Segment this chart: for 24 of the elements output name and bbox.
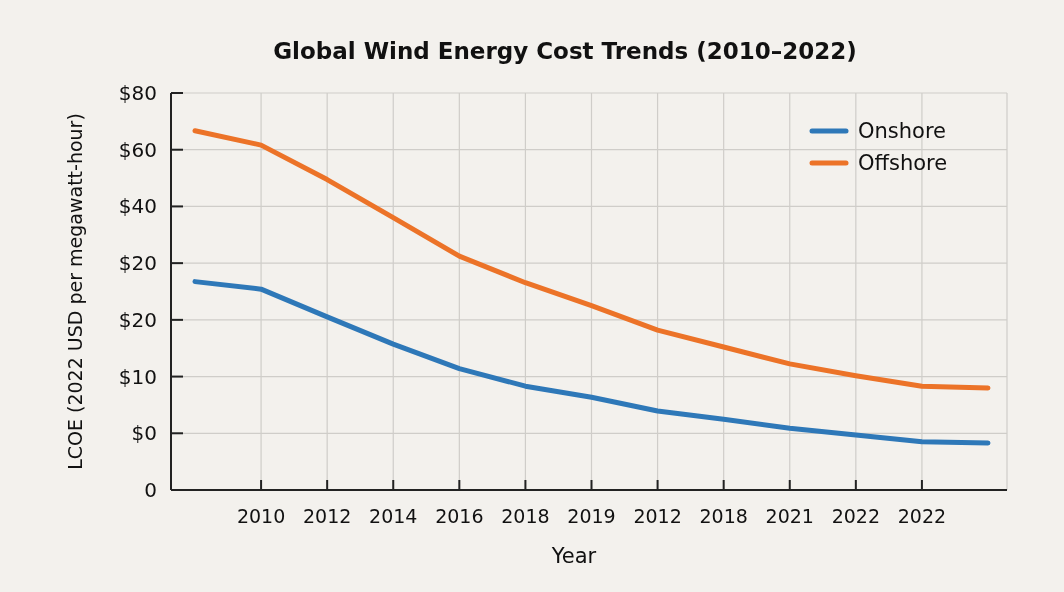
legend-label: Onshore [858,119,947,144]
x-tick-label: 2022 [831,505,881,527]
x-tick-label: 2016 [435,505,484,527]
text: 0 [144,478,157,502]
x-axis-title: Year [550,544,597,568]
text: $10 [118,364,157,389]
x-tick-label: 2018 [699,505,748,527]
x-tick-label: 2012 [302,505,352,527]
x-tick-label: 2018 [501,505,550,527]
text: $0 [131,421,157,446]
chart-title: Global Wind Energy Cost Trends (2010–2022) [273,38,857,64]
x-tick-label: 2021 [765,505,814,527]
x-tick-label: 2014 [369,505,418,527]
x-tick-label: 2019 [567,505,616,527]
x-tick-label: 2010 [236,505,286,527]
text: $80 [118,81,157,105]
x-tick-label: 2022 [897,505,947,527]
legend-label: Offshore [858,151,948,176]
y-axis-title: LCOE (2022 USD per megawatt-hour) [64,113,86,470]
text: $20 [118,307,157,332]
text: $20 [118,251,157,276]
x-tick-label: 2012 [633,505,682,527]
text: $60 [118,137,157,162]
text: $40 [118,194,157,219]
